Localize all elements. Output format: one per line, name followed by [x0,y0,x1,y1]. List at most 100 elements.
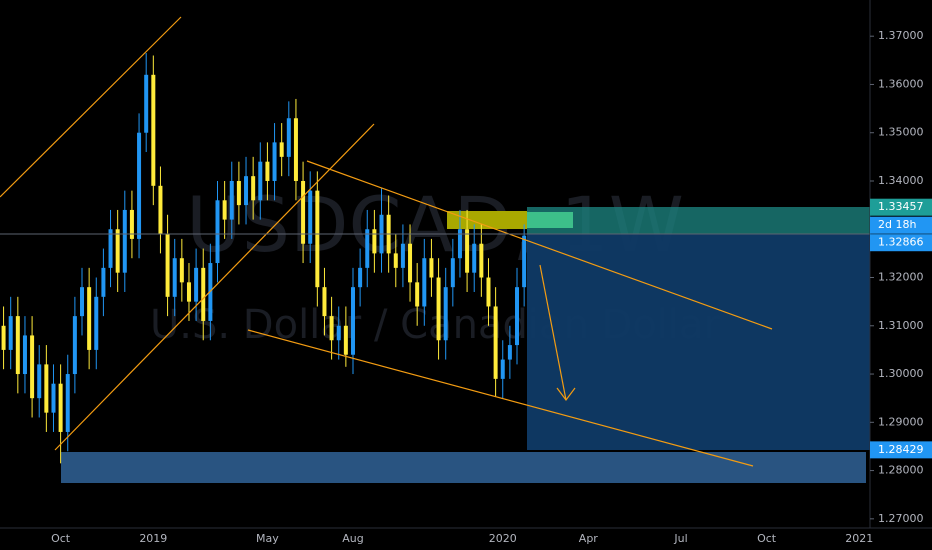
candle-body [251,176,256,201]
candle-body [272,142,277,181]
x-tick-label: Oct [757,532,777,545]
y-tick-label: 1.29000 [878,415,924,428]
candle-body [293,118,298,181]
candle-body [450,258,455,288]
candle-body [365,229,370,268]
candle-body [108,229,113,268]
candle-body [372,229,377,254]
target-zone [527,234,870,450]
support-zone [61,452,866,483]
candle-body [101,267,106,297]
candle-body [429,258,434,278]
candle-body [343,325,348,355]
candle-body [44,364,49,413]
candle-body [322,287,327,317]
candle-body [151,74,156,186]
candle-body [393,253,398,268]
y-tick-label: 1.30000 [878,367,924,380]
candle-body [15,316,20,375]
candle-body [443,287,448,341]
candle-body [236,180,241,206]
candle-body [94,296,99,350]
candle-body [350,287,355,355]
candle-body [37,364,42,399]
x-tick-label: 2019 [139,532,167,545]
candle-body [515,287,520,346]
candle-body [457,229,462,259]
price-badge [870,234,932,252]
candle-body [87,287,92,350]
candle-body [472,243,477,273]
candle-body [500,359,505,379]
stop-zone [527,207,870,234]
candle-body [72,316,77,375]
candle-body [358,267,363,288]
drawings [61,207,870,483]
x-tick-label: Jul [673,532,687,545]
y-tick-label: 1.32000 [878,271,924,284]
candle-body [51,383,56,413]
candle-body [80,287,85,317]
candle-body [122,209,127,273]
candle-body [158,185,163,235]
candle-body [265,161,270,181]
candle-body [486,277,491,307]
candle-body [58,383,63,432]
countdown-label: 2d 18h [878,218,916,231]
candle-body [336,325,341,341]
y-tick-label: 1.35000 [878,126,924,139]
y-tick-label: 1.34000 [878,174,924,187]
candle-body [172,258,177,297]
candle-body [186,282,191,302]
y-tick-label: 1.31000 [878,319,924,332]
arrow [539,264,567,401]
candle-body [315,190,320,288]
candle-body [165,234,170,297]
y-tick-label: 1.28000 [878,464,924,477]
x-tick-label: 2020 [489,532,517,545]
candle-body [415,282,420,307]
y-tick-label: 1.27000 [878,512,924,525]
trendlines [0,16,773,467]
candle-body [8,316,13,350]
trendline [306,160,773,330]
candle-body [436,277,441,341]
x-tick-label: Oct [51,532,71,545]
y-tick-label: 1.37000 [878,29,924,42]
candle-body [215,200,220,264]
candle-body [244,176,249,206]
trendline [0,16,182,198]
x-tick-label: May [256,532,279,545]
candle-body [129,209,134,239]
candle-body [400,243,405,268]
candle-body [201,267,206,321]
candle-body [279,142,284,157]
stop-zone-highlight [527,212,573,228]
arrow-head [556,387,576,401]
candle-body [30,335,35,399]
candle-body [522,235,527,288]
x-tick-label: Apr [579,532,599,545]
candle-body [229,180,234,220]
candle-body [222,200,227,220]
candle-body [408,243,413,283]
candle-body [144,74,149,133]
candle-body [115,229,120,273]
candle-body [465,229,470,273]
countdown-badge [870,216,932,234]
price-badge [870,198,932,216]
price-badge [870,441,932,459]
candle-body [137,132,142,239]
candles [1,53,527,464]
candle-body [22,335,27,375]
candle-body [258,161,263,201]
trendline [247,329,754,467]
price-badge-label: 1.33457 [878,200,924,213]
candle-body [308,190,313,244]
trendline [54,123,375,451]
y-tick-label: 1.36000 [878,77,924,90]
candle-body [422,258,427,307]
candle-body [1,325,6,350]
x-tick-label: 2021 [845,532,873,545]
